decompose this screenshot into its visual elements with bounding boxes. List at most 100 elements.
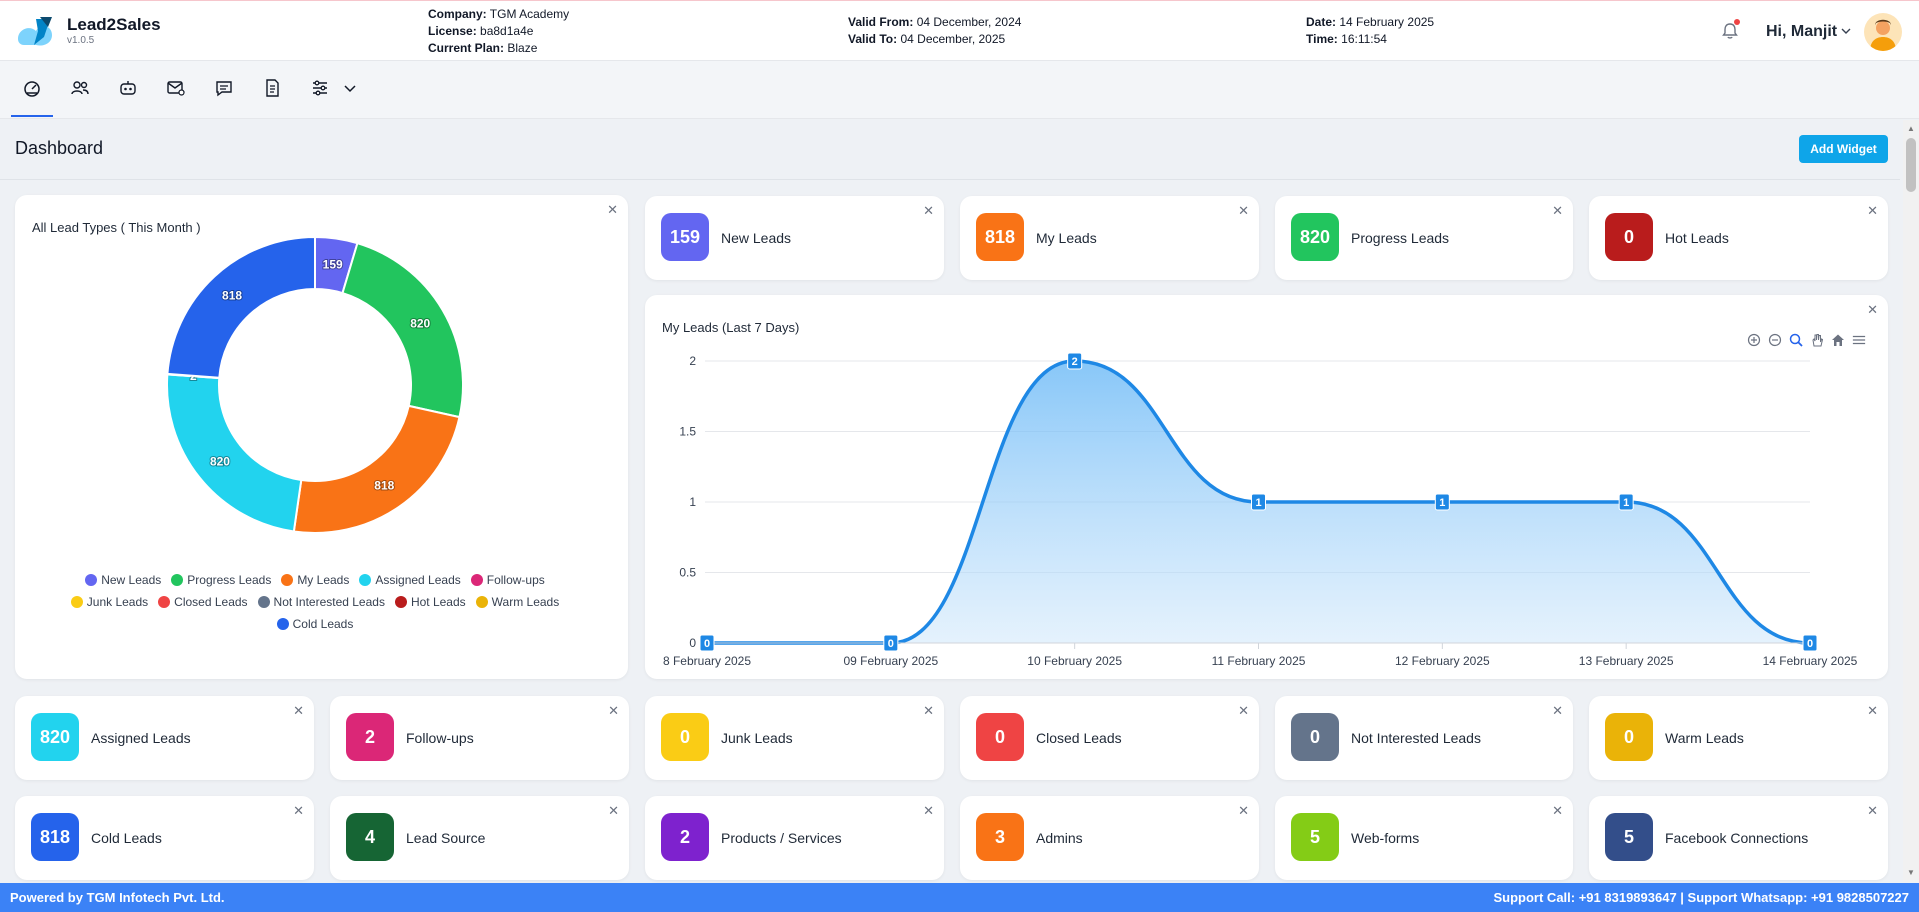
- legend-marker: [359, 574, 372, 586]
- chat-icon[interactable]: [211, 75, 237, 101]
- pan-hand-icon[interactable]: [1810, 333, 1824, 347]
- y-tick-label: 1.5: [679, 425, 696, 439]
- close-icon[interactable]: ✕: [923, 203, 934, 218]
- close-icon[interactable]: ✕: [1552, 803, 1563, 818]
- mail-settings-icon[interactable]: [163, 75, 189, 101]
- close-icon[interactable]: ✕: [1867, 203, 1878, 218]
- stat-card-not-interested-leads[interactable]: 0 Not Interested Leads ✕: [1275, 696, 1573, 780]
- legend-item[interactable]: Junk Leads: [70, 595, 148, 609]
- donut-chart: 1598208188202818: [166, 235, 464, 534]
- close-icon[interactable]: ✕: [1867, 803, 1878, 818]
- add-widget-button[interactable]: Add Widget: [1799, 135, 1888, 163]
- chevron-down-icon[interactable]: [1840, 25, 1852, 37]
- close-icon[interactable]: ✕: [293, 803, 304, 818]
- close-icon[interactable]: ✕: [1238, 203, 1249, 218]
- stat-card-admins[interactable]: 3 Admins ✕: [960, 796, 1259, 880]
- document-icon[interactable]: [259, 75, 285, 101]
- stat-value: 5: [1605, 813, 1653, 861]
- zoom-in-icon[interactable]: [1747, 333, 1761, 347]
- avatar[interactable]: [1864, 13, 1902, 51]
- stat-card-hot-leads[interactable]: 0 Hot Leads ✕: [1589, 196, 1888, 280]
- donut-slice[interactable]: [166, 373, 303, 533]
- scroll-down-icon[interactable]: ▼: [1907, 868, 1915, 877]
- chevron-down-icon[interactable]: [337, 75, 363, 101]
- close-icon[interactable]: ✕: [607, 202, 618, 217]
- legend-item[interactable]: Not Interested Leads: [257, 595, 385, 609]
- stat-card-products-services[interactable]: 2 Products / Services ✕: [645, 796, 944, 880]
- stat-label: Facebook Connections: [1665, 830, 1809, 846]
- close-icon[interactable]: ✕: [1867, 703, 1878, 718]
- current-plan: Blaze: [507, 41, 538, 55]
- notification-bell-icon[interactable]: [1720, 21, 1740, 41]
- close-icon[interactable]: ✕: [608, 803, 619, 818]
- stat-card-warm-leads[interactable]: 0 Warm Leads ✕: [1589, 696, 1888, 780]
- stat-card-web-forms[interactable]: 5 Web-forms ✕: [1275, 796, 1573, 880]
- menu-icon[interactable]: [1852, 333, 1866, 347]
- stat-card-cold-leads[interactable]: 818 Cold Leads ✕: [15, 796, 314, 880]
- data-point-marker[interactable]: [699, 634, 715, 652]
- home-icon[interactable]: [1831, 333, 1845, 347]
- stat-value: 818: [31, 813, 79, 861]
- legend-item[interactable]: Closed Leads: [158, 595, 248, 609]
- data-point-marker[interactable]: [1618, 493, 1634, 511]
- stat-label: Admins: [1036, 830, 1083, 846]
- sliders-icon[interactable]: [307, 75, 333, 101]
- donut-title: All Lead Types ( This Month ): [32, 220, 201, 235]
- stat-label: New Leads: [721, 230, 792, 246]
- close-icon[interactable]: ✕: [1238, 803, 1249, 818]
- data-point-marker[interactable]: [1434, 493, 1450, 511]
- dashboard-icon[interactable]: [11, 75, 53, 117]
- close-icon[interactable]: ✕: [293, 703, 304, 718]
- stat-card-lead-source[interactable]: 4 Lead Source ✕: [330, 796, 629, 880]
- stat-label: Warm Leads: [1665, 730, 1744, 746]
- legend-item[interactable]: Assigned Leads: [359, 573, 461, 587]
- users-icon[interactable]: [67, 75, 93, 101]
- zoom-out-icon[interactable]: [1768, 333, 1782, 347]
- x-tick-label: 12 February 2025: [1395, 654, 1490, 668]
- stat-card-progress-leads[interactable]: 820 Progress Leads ✕: [1275, 196, 1573, 280]
- data-point-marker[interactable]: [883, 634, 899, 652]
- stat-card-new-leads[interactable]: 159 New Leads ✕: [645, 196, 944, 280]
- donut-slice[interactable]: [341, 241, 464, 419]
- top-header: Lead2Sales v1.0.5 Company: TGM Academy L…: [0, 0, 1919, 61]
- stat-card-closed-leads[interactable]: 0 Closed Leads ✕: [960, 696, 1259, 780]
- close-icon[interactable]: ✕: [1238, 703, 1249, 718]
- legend-item[interactable]: Progress Leads: [171, 573, 271, 587]
- legend-item[interactable]: Warm Leads: [475, 595, 559, 609]
- close-icon[interactable]: ✕: [923, 703, 934, 718]
- legend-item[interactable]: New Leads: [85, 573, 161, 587]
- close-icon[interactable]: ✕: [1867, 302, 1878, 317]
- my-leads-chart-card: My Leads (Last 7 Days) ✕ 0 0.5 1 1.5 2 8 Febr…: [645, 295, 1888, 679]
- legend-item[interactable]: Hot Leads: [394, 595, 466, 609]
- close-icon[interactable]: ✕: [1552, 703, 1563, 718]
- page-title: Dashboard: [15, 138, 104, 158]
- legend-item[interactable]: Follow-ups: [470, 573, 545, 587]
- stat-card-assigned-leads[interactable]: 820 Assigned Leads ✕: [15, 696, 314, 780]
- stat-value: 2: [661, 813, 709, 861]
- user-greeting[interactable]: Hi, Manjit: [1766, 23, 1838, 40]
- stat-value: 0: [661, 713, 709, 761]
- bot-icon[interactable]: [115, 75, 141, 101]
- stat-card-junk-leads[interactable]: 0 Junk Leads ✕: [645, 696, 944, 780]
- logo-icon: [18, 17, 52, 46]
- zoom-selection-icon[interactable]: [1789, 333, 1803, 347]
- vertical-scrollbar[interactable]: [1903, 120, 1919, 882]
- data-point-marker[interactable]: [1067, 352, 1083, 370]
- close-icon[interactable]: ✕: [923, 803, 934, 818]
- stat-value: 0: [1605, 213, 1653, 261]
- stat-card-follow-ups[interactable]: 2 Follow-ups ✕: [330, 696, 629, 780]
- stat-card-facebook-connections[interactable]: 5 Facebook Connections ✕: [1589, 796, 1888, 880]
- data-point-marker[interactable]: [1251, 493, 1266, 511]
- stat-card-my-leads[interactable]: 818 My Leads ✕: [960, 196, 1259, 280]
- x-tick-label: 09 February 2025: [843, 654, 938, 668]
- scroll-up-icon[interactable]: ▲: [1907, 124, 1915, 133]
- legend-item[interactable]: My Leads: [281, 573, 349, 587]
- data-label: 1: [1623, 497, 1629, 509]
- close-icon[interactable]: ✕: [608, 703, 619, 718]
- data-point-marker[interactable]: [1802, 634, 1818, 652]
- donut-slice[interactable]: [292, 404, 461, 534]
- donut-slice[interactable]: [166, 235, 316, 379]
- close-icon[interactable]: ✕: [1552, 203, 1563, 218]
- legend-item[interactable]: Cold Leads: [276, 617, 353, 631]
- scrollbar-thumb[interactable]: [1906, 138, 1916, 192]
